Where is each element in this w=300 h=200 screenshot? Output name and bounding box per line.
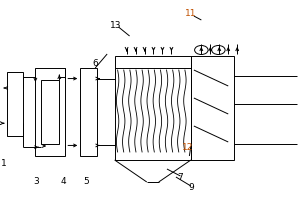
Bar — [41, 80, 59, 144]
Text: 7: 7 — [178, 172, 183, 182]
Text: 11: 11 — [185, 9, 196, 19]
Bar — [7, 72, 23, 136]
Bar — [80, 68, 97, 156]
Bar — [191, 56, 234, 160]
Bar — [115, 56, 191, 160]
Text: 12: 12 — [182, 142, 194, 152]
Text: 9: 9 — [188, 184, 194, 192]
Text: 4: 4 — [61, 178, 67, 186]
Text: 6: 6 — [92, 60, 98, 68]
Bar — [35, 68, 65, 156]
Text: 3: 3 — [33, 178, 39, 186]
Text: 13: 13 — [110, 21, 122, 29]
Text: 5: 5 — [83, 178, 89, 186]
Text: 1: 1 — [1, 158, 6, 168]
